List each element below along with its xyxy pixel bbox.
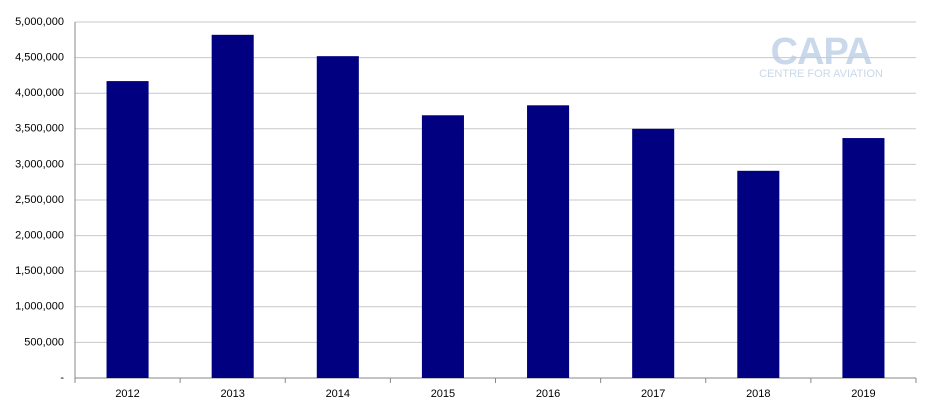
y-tick-label: 500,000 bbox=[24, 336, 64, 348]
y-tick-label: 1,500,000 bbox=[15, 265, 64, 277]
bar bbox=[842, 138, 885, 378]
y-tick-label: 5,000,000 bbox=[15, 16, 64, 28]
bar bbox=[737, 170, 780, 378]
x-tick-label: 2016 bbox=[536, 388, 560, 400]
y-tick-label: 2,000,000 bbox=[15, 230, 64, 242]
x-tick-label: 2018 bbox=[746, 388, 770, 400]
y-tick-label: 4,500,000 bbox=[15, 52, 64, 64]
x-tick-label: 2014 bbox=[326, 388, 350, 400]
watermark-subtitle: CENTRE FOR AVIATION bbox=[759, 68, 883, 80]
y-tick-label: 2,500,000 bbox=[15, 194, 64, 206]
bar bbox=[106, 81, 149, 378]
x-tick-label: 2017 bbox=[641, 388, 665, 400]
y-tick-label: 3,500,000 bbox=[15, 123, 64, 135]
bar bbox=[316, 56, 359, 379]
y-tick-label: 4,000,000 bbox=[15, 87, 64, 99]
x-tick-label: 2019 bbox=[851, 388, 875, 400]
watermark-title: CAPA bbox=[771, 31, 872, 73]
x-tick-label: 2012 bbox=[115, 388, 139, 400]
y-tick-label: 3,000,000 bbox=[15, 158, 64, 170]
bar bbox=[421, 115, 464, 378]
x-tick-label: 2013 bbox=[220, 388, 244, 400]
y-tick-label: - bbox=[60, 372, 64, 384]
bar bbox=[632, 128, 675, 378]
bar bbox=[527, 105, 570, 378]
bar bbox=[211, 34, 254, 378]
x-tick-label: 2015 bbox=[431, 388, 455, 400]
y-tick-label: 1,000,000 bbox=[15, 301, 64, 313]
